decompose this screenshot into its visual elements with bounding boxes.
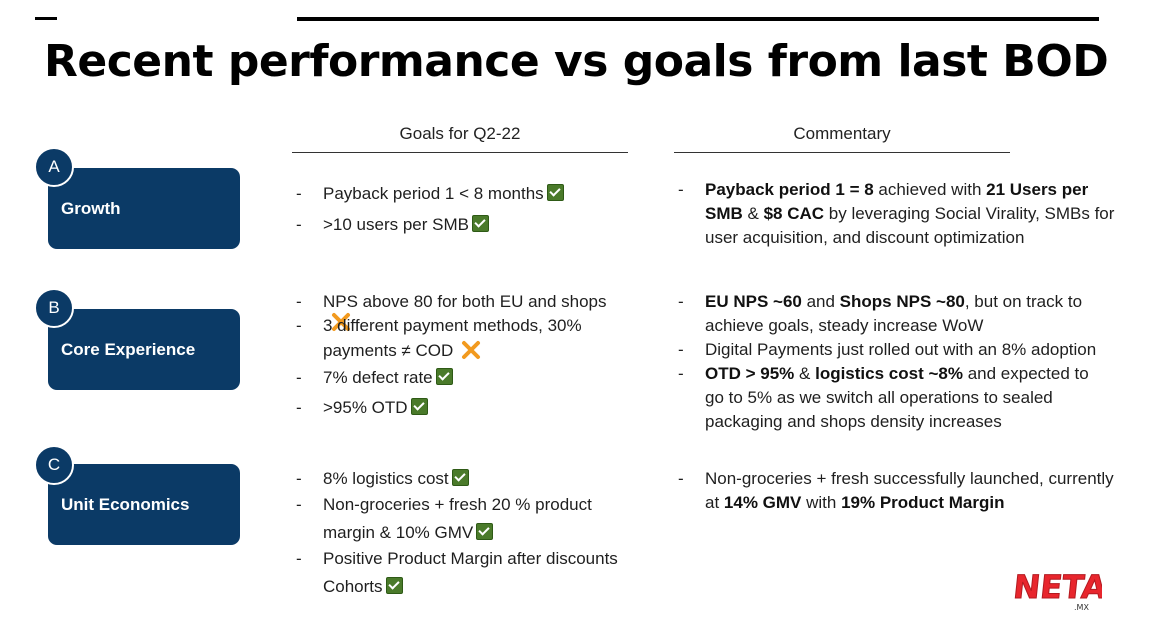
section-unit-economics: Unit Economics <box>48 464 240 545</box>
svg-text:.MX: .MX <box>1074 603 1089 612</box>
section-badge-b: B <box>34 288 74 328</box>
check-icon <box>546 184 564 201</box>
cross-icon <box>462 341 481 359</box>
check-icon <box>451 469 469 486</box>
check-icon <box>410 398 428 415</box>
check-icon <box>435 368 453 385</box>
section-label-growth: Growth <box>61 199 121 218</box>
commentary-header-rule <box>674 152 1010 153</box>
top-rule-left <box>35 17 57 20</box>
neta-logo: NETA .MX <box>1012 568 1102 612</box>
section-badge-a: A <box>34 147 74 187</box>
section-growth: Growth <box>48 168 240 249</box>
commentary-column-header: Commentary <box>793 124 891 143</box>
section-badge-c: C <box>34 445 74 485</box>
section-core-experience: Core Experience <box>48 309 240 390</box>
check-icon <box>472 215 489 232</box>
top-rule-right <box>297 17 1099 21</box>
check-icon <box>476 523 494 540</box>
section-label-unit: Unit Economics <box>61 495 190 514</box>
section-label-core: Core Experience <box>61 340 196 359</box>
check-icon <box>385 577 403 594</box>
cross-icon <box>332 313 350 331</box>
goals-header-rule <box>292 152 628 153</box>
svg-text:NETA: NETA <box>1012 568 1102 606</box>
goals-column-header: Goals for Q2-22 <box>399 124 521 143</box>
slide-title: Recent performance vs goals from last BO… <box>44 36 1109 87</box>
